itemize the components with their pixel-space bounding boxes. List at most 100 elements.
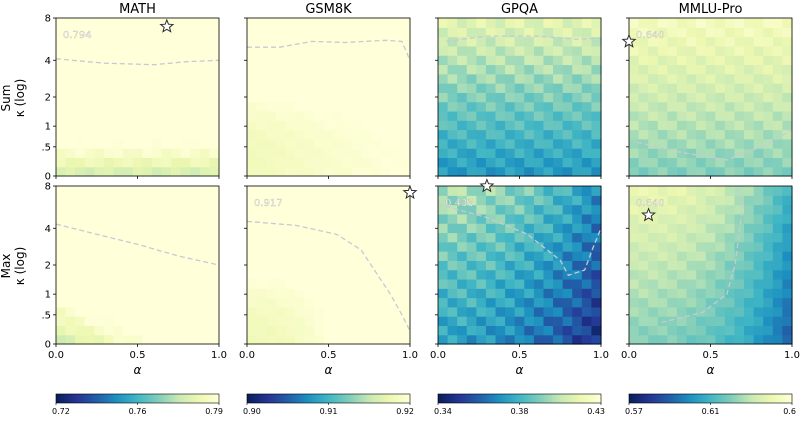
- heatmap-cell: [247, 278, 258, 289]
- heatmap-cell: [543, 316, 554, 327]
- heatmap-cell: [696, 157, 707, 168]
- heatmap-cell: [333, 101, 344, 112]
- heatmap-cell: [190, 120, 201, 131]
- heatmap-cell: [533, 297, 545, 308]
- heatmap-cell: [505, 278, 516, 289]
- heatmap-cell: [285, 260, 296, 271]
- heatmap-cell: [553, 27, 564, 38]
- heatmap-cell: [266, 241, 277, 252]
- heatmap-cell: [734, 186, 745, 196]
- heatmap-cell: [199, 36, 211, 47]
- heatmap-cell: [314, 232, 325, 243]
- heatmap-cell: [142, 120, 153, 131]
- heatmap-cell: [161, 110, 172, 121]
- heatmap-cell: [209, 260, 220, 271]
- heatmap-cell: [524, 138, 535, 149]
- heatmap-cell: [562, 120, 573, 131]
- heatmap-cell: [171, 83, 182, 93]
- heatmap-cell: [247, 110, 258, 121]
- heatmap-cell: [314, 64, 325, 75]
- heatmap-cell: [466, 110, 477, 121]
- heatmap-cell: [84, 120, 95, 131]
- heatmap-cell: [151, 64, 163, 75]
- heatmap-cell: [705, 101, 716, 112]
- heatmap-cell: [247, 73, 258, 84]
- heatmap-cell: [734, 278, 745, 289]
- colorbar-segment: [677, 394, 682, 403]
- heatmap-cell: [56, 138, 67, 149]
- heatmap-cell: [381, 83, 392, 93]
- heatmap-cell: [371, 251, 382, 261]
- heatmap-cell: [667, 204, 678, 215]
- heatmap-cell: [362, 73, 373, 84]
- heatmap-cell: [591, 195, 602, 206]
- heatmap-cell: [696, 278, 707, 289]
- heatmap-cell: [715, 297, 726, 308]
- heatmap-cell: [247, 260, 258, 271]
- heatmap-cell: [772, 269, 784, 280]
- heatmap-cell: [400, 195, 411, 206]
- heatmap-cell: [734, 251, 745, 261]
- heatmap-cell: [514, 120, 525, 131]
- heatmap-cell: [94, 204, 105, 215]
- colorbar-segment: [571, 394, 575, 403]
- heatmap-cell: [562, 241, 573, 252]
- heatmap-cell: [142, 297, 153, 308]
- colorbar-segment: [554, 394, 559, 403]
- heatmap-cell: [132, 55, 143, 66]
- heatmap-cell: [247, 166, 258, 177]
- heatmap-cell: [505, 120, 516, 131]
- heatmap-cell: [209, 110, 220, 121]
- x-tick-label: 1.0: [402, 350, 418, 361]
- heatmap-cell: [113, 73, 124, 84]
- heatmap-cell: [323, 45, 334, 56]
- heatmap-cell: [199, 195, 211, 206]
- heatmap-cell: [333, 260, 344, 271]
- heatmap-cell: [94, 306, 105, 317]
- heatmap-cell: [247, 269, 258, 280]
- heatmap-cell: [676, 297, 688, 308]
- colorbar-segment: [522, 394, 526, 403]
- heatmap-cell: [161, 83, 172, 93]
- heatmap-cell: [591, 157, 602, 168]
- heatmap-cell: [553, 232, 564, 243]
- heatmap-cell: [323, 325, 334, 336]
- colorbar-segment: [94, 394, 98, 403]
- best-value-label: 0.794: [63, 30, 92, 41]
- heatmap-cell: [113, 55, 124, 66]
- heatmap-cell: [180, 166, 191, 177]
- heatmap-cell: [447, 334, 458, 345]
- heatmap-cell: [667, 316, 678, 327]
- heatmap-cell: [56, 306, 67, 317]
- heatmap-cell: [457, 334, 468, 345]
- heatmap-cell: [190, 157, 201, 168]
- heatmap-cell: [667, 278, 678, 289]
- heatmap-cell: [734, 195, 745, 206]
- heatmap-cell: [103, 241, 115, 252]
- heatmap-cell: [247, 45, 258, 56]
- heatmap-cell: [132, 213, 143, 224]
- heatmap-cell: [638, 241, 649, 252]
- heatmap-cell: [562, 278, 573, 289]
- heatmap-cell: [314, 223, 325, 234]
- heatmap-cell: [180, 157, 191, 168]
- heatmap-cell: [438, 213, 449, 224]
- heatmap-cell: [667, 27, 678, 38]
- heatmap-cell: [275, 334, 286, 345]
- heatmap-cell: [514, 316, 525, 327]
- colorbar-segment: [648, 394, 652, 403]
- heatmap-cell: [581, 129, 593, 140]
- heatmap-cell: [371, 306, 382, 317]
- heatmap-cell: [113, 223, 124, 234]
- heatmap-cell: [543, 334, 554, 345]
- heatmap-cell: [275, 251, 286, 261]
- heatmap-cell: [543, 204, 554, 215]
- heatmap-cell: [447, 18, 458, 28]
- heatmap-cell: [572, 45, 583, 56]
- heatmap-cell: [103, 148, 115, 159]
- heatmap-cell: [209, 120, 220, 131]
- heatmap-cell: [466, 73, 477, 84]
- heatmap-cell: [457, 186, 468, 196]
- heatmap-cell: [65, 260, 76, 271]
